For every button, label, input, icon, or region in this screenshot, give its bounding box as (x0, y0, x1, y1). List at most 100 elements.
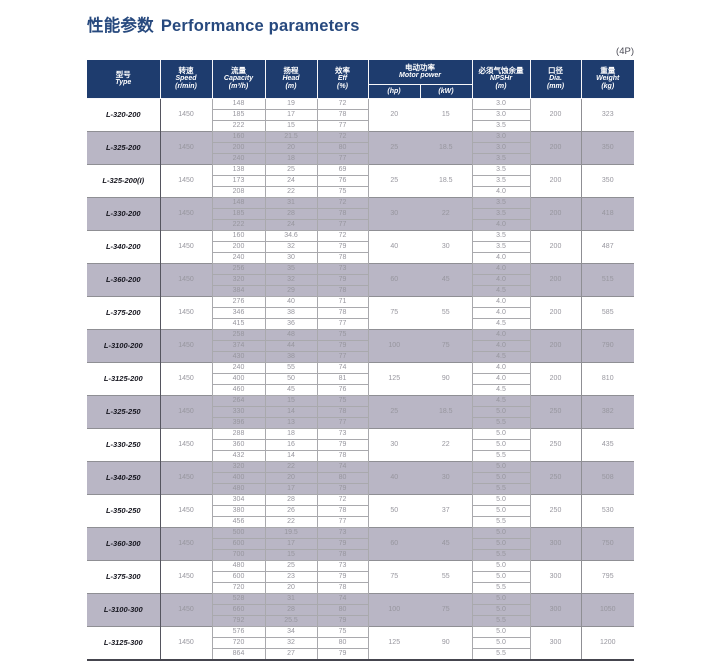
cell-npshr: 3.5 (471, 163, 531, 176)
cell-head: 44 (264, 339, 318, 352)
cell-npshr: 4.0 (471, 295, 531, 308)
cell-eff: 80 (316, 141, 369, 154)
col-header-weight: 重量 Weight (kg) (580, 60, 634, 99)
cell-speed: 1450 (160, 526, 212, 560)
cell-capacity: 148 (211, 97, 266, 110)
cell-hp: 60 (368, 262, 420, 296)
cell-hp: 75 (368, 295, 420, 329)
cell-speed: 1450 (160, 262, 212, 296)
table-row: L-360-300 1450 500 19.5 73 60 45 5.0 300 750 (87, 526, 634, 560)
col-header-motor-power: 电动功率 Motor power (367, 60, 473, 85)
table-row: L-330-200 1450 148 31 72 30 22 3.5 200 418 (87, 196, 634, 230)
cell-capacity: 456 (211, 515, 266, 528)
cell-type: L-325-200(I) (87, 163, 161, 197)
col-header-capacity: 流量 Capacity (m³/h) (211, 60, 266, 99)
col-header-eff: 效率 Eff (%) (316, 60, 369, 99)
cell-eff: 78 (316, 306, 369, 319)
cell-npshr: 3.0 (471, 141, 531, 154)
cell-npshr: 5.5 (471, 647, 531, 660)
cell-type: L-375-200 (87, 295, 161, 329)
cell-dia: 200 (530, 361, 581, 395)
cell-npshr: 4.0 (471, 218, 531, 231)
cell-head: 18 (264, 152, 318, 165)
cell-head: 35 (264, 262, 318, 275)
col-header-type-en: Type (115, 79, 132, 86)
cell-head: 17 (264, 108, 318, 121)
cell-dia: 300 (530, 526, 581, 560)
table-row: L-360-200 1450 256 35 73 60 45 4.0 200 515 (87, 262, 634, 296)
cell-npshr: 5.5 (471, 515, 531, 528)
cell-head: 50 (264, 372, 318, 385)
cell-head: 16 (264, 438, 318, 451)
cell-eff: 78 (316, 284, 369, 297)
cell-kw: 45 (420, 262, 472, 296)
cell-npshr: 4.0 (471, 273, 531, 286)
table-row: L-375-300 1450 480 25 73 75 55 5.0 300 795 (87, 559, 634, 593)
cell-weight: 515 (580, 262, 634, 296)
cell-hp: 25 (368, 130, 420, 164)
cell-weight: 382 (580, 394, 634, 428)
cell-head: 25 (264, 559, 318, 572)
cell-eff: 69 (316, 163, 369, 176)
cell-capacity: 222 (211, 119, 266, 132)
cell-type: L-340-250 (87, 460, 161, 494)
table-row: 200 32 79 3.5 (87, 240, 634, 253)
cell-npshr: 5.0 (471, 625, 531, 638)
cell-type: L-330-200 (87, 196, 161, 230)
table-row: L-375-200 1450 276 40 71 75 55 4.0 200 585 (87, 295, 634, 329)
cell-weight: 795 (580, 559, 634, 593)
cell-head: 28 (264, 207, 318, 220)
cell-kw: 75 (420, 592, 472, 626)
cell-capacity: 460 (211, 383, 266, 396)
header-row-1: 型号 Type 转速 Speed (r/min) 流量 Capacity (m³… (87, 60, 634, 99)
cell-capacity: 380 (211, 504, 266, 517)
cell-weight: 585 (580, 295, 634, 329)
cell-hp: 25 (368, 163, 420, 197)
cell-dia: 250 (530, 427, 581, 461)
table-row: 600 17 79 5.0 (87, 537, 634, 550)
cell-weight: 418 (580, 196, 634, 230)
cell-eff: 79 (316, 614, 369, 627)
cell-hp: 30 (368, 427, 420, 461)
cell-npshr: 4.5 (471, 383, 531, 396)
cell-head: 32 (264, 273, 318, 286)
cell-npshr: 4.5 (471, 394, 531, 407)
cell-head: 36 (264, 317, 318, 330)
cell-eff: 80 (316, 603, 369, 616)
cell-capacity: 173 (211, 174, 266, 187)
cell-weight: 530 (580, 493, 634, 527)
cell-head: 28 (264, 493, 318, 506)
cell-capacity: 400 (211, 471, 266, 484)
cell-head: 34.6 (264, 229, 318, 242)
cell-eff: 76 (316, 174, 369, 187)
table-row: 396 13 77 5.5 (87, 416, 634, 429)
cell-type: L-325-200 (87, 130, 161, 164)
cell-npshr: 4.0 (471, 185, 531, 198)
table-row: 320 32 79 4.0 (87, 273, 634, 286)
cell-npshr: 3.5 (471, 174, 531, 187)
col-header-hp: (hp) (368, 83, 421, 99)
table-row: L-3100-200 1450 258 48 75 100 75 4.0 200 790 (87, 328, 634, 362)
cell-npshr: 5.0 (471, 405, 531, 418)
col-header-head: 扬程 Head (m) (264, 60, 318, 99)
cell-npshr: 4.0 (471, 306, 531, 319)
cell-head: 25 (264, 163, 318, 176)
cell-capacity: 576 (211, 625, 266, 638)
table-row: 720 20 78 5.5 (87, 581, 634, 594)
cell-kw: 75 (420, 328, 472, 362)
cell-capacity: 148 (211, 196, 266, 209)
cell-npshr: 3.0 (471, 97, 531, 110)
cell-eff: 73 (316, 526, 369, 539)
cell-npshr: 4.0 (471, 361, 531, 374)
cell-npshr: 5.5 (471, 614, 531, 627)
cell-head: 14 (264, 405, 318, 418)
cell-eff: 79 (316, 273, 369, 286)
cell-head: 21.5 (264, 130, 318, 143)
cell-eff: 77 (316, 119, 369, 132)
cell-dia: 200 (530, 196, 581, 230)
table-row: L-330-250 1450 288 18 73 30 22 5.0 250 435 (87, 427, 634, 461)
cell-weight: 508 (580, 460, 634, 494)
cell-type: L-3125-200 (87, 361, 161, 395)
cell-eff: 77 (316, 218, 369, 231)
cell-hp: 125 (368, 625, 420, 660)
